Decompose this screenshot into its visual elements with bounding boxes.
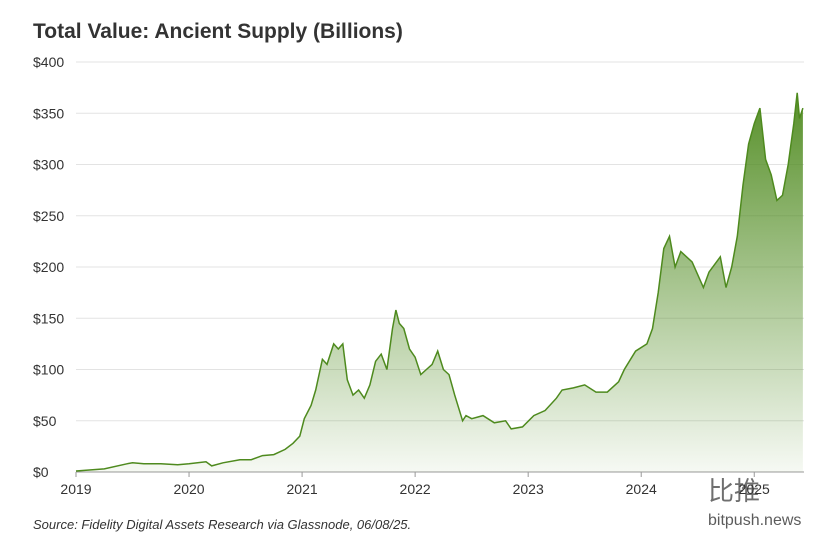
x-tick-label: 2024 bbox=[626, 481, 657, 497]
y-tick-label: $200 bbox=[33, 259, 64, 275]
x-tick-label: 2020 bbox=[173, 481, 204, 497]
watermark: 比推 bbox=[708, 476, 760, 506]
y-tick-label: $50 bbox=[33, 413, 57, 429]
y-tick-label: $400 bbox=[33, 54, 64, 70]
watermark: bitpush.news bbox=[708, 512, 801, 529]
x-tick-label: 2021 bbox=[287, 481, 318, 497]
source: Source: Fidelity Digital Assets Research… bbox=[33, 517, 411, 532]
y-tick-label: $100 bbox=[33, 362, 64, 378]
x-tick-label: 2022 bbox=[400, 481, 431, 497]
chart-title: Total Value: Ancient Supply (Billions) bbox=[33, 20, 403, 43]
x-tick-label: 2023 bbox=[513, 481, 544, 497]
y-tick-label: $300 bbox=[33, 157, 64, 173]
line bbox=[75, 92, 804, 472]
y-tick-label: $350 bbox=[33, 105, 64, 121]
area bbox=[76, 92, 803, 473]
x-tick-label: 2019 bbox=[60, 481, 91, 497]
y-tick-label: $0 bbox=[33, 464, 49, 480]
x-tick-label: 2025 bbox=[739, 481, 770, 497]
y-tick-label: $250 bbox=[33, 208, 64, 224]
y-tick-label: $150 bbox=[33, 310, 64, 326]
